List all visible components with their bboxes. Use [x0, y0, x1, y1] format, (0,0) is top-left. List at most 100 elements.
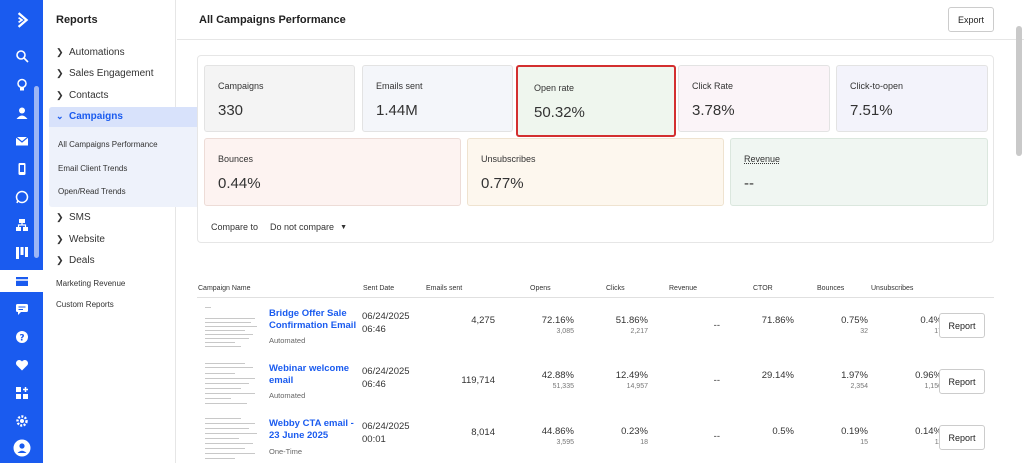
metric-card-click-to-open[interactable]: Click-to-open 7.51% — [836, 65, 988, 132]
email-thumbnail[interactable] — [203, 359, 261, 407]
reports-nav: Reports ❯ Automations ❯ Sales Engagement ❯… — [43, 0, 213, 463]
nav-item-marketing-revenue[interactable]: Marketing Revenue — [56, 279, 126, 288]
page-scrollbar[interactable] — [1016, 26, 1022, 156]
chevron-right-icon: ❯ — [56, 234, 64, 244]
automation-icon[interactable] — [0, 214, 43, 236]
chevron-right-icon: ❯ — [56, 47, 64, 57]
opens-rate: 44.86% — [541, 426, 574, 437]
clicks-count: 2,217 — [630, 328, 648, 335]
metric-card-unsubscribes[interactable]: Unsubscribes 0.77% — [467, 138, 724, 206]
campaign-name-link[interactable]: Bridge Offer Sale Confirmation Email — [269, 308, 357, 331]
metric-card-revenue[interactable]: Revenue -- — [730, 138, 988, 206]
col-header-clicks[interactable]: Clicks — [606, 285, 625, 292]
nav-item-sales-engagement[interactable]: ❯ Sales Engagement — [56, 68, 154, 79]
metric-card-bounces[interactable]: Bounces 0.44% — [204, 138, 461, 206]
metric-card-campaigns[interactable]: Campaigns 330 — [204, 65, 355, 132]
metric-label: Open rate — [534, 83, 575, 93]
col-header-revenue[interactable]: Revenue — [669, 285, 698, 292]
whatsapp-icon[interactable] — [0, 186, 43, 208]
nav-item-custom-reports[interactable]: Custom Reports — [56, 300, 114, 309]
campaign-name-link[interactable]: Webby CTA email - 23 June 2025 — [269, 418, 354, 441]
sent-date-time: 06:46 — [362, 324, 386, 335]
email-thumbnail[interactable] — [203, 414, 261, 462]
bounces-count: 32 — [860, 328, 868, 335]
sent-date: 06/24/2025 06:46 — [362, 365, 410, 391]
report-button[interactable]: Report — [939, 425, 985, 450]
opens-count: 3,085 — [556, 328, 574, 335]
nav-item-automations[interactable]: ❯ Automations — [56, 47, 125, 58]
metric-label: Unsubscribes — [481, 154, 536, 164]
col-header-opens[interactable]: Opens — [530, 285, 551, 292]
logo-arrow-icon[interactable] — [0, 5, 43, 35]
page-title: All Campaigns Performance — [199, 14, 346, 26]
apps-icon[interactable] — [0, 382, 43, 404]
col-header-campaign-name[interactable]: Campaign Name — [198, 285, 251, 292]
nav-sub-all-campaigns-performance[interactable]: All Campaigns Performance — [58, 140, 158, 149]
col-header-unsubscribes[interactable]: Unsubscribes — [871, 285, 914, 292]
sent-date-time: 00:01 — [362, 434, 386, 445]
unsubscribes-count: 1,150 — [924, 383, 942, 390]
nav-item-website[interactable]: ❯ Website — [56, 234, 105, 245]
rail-scrollbar[interactable] — [34, 86, 39, 258]
nav-item-contacts[interactable]: ❯ Contacts — [56, 90, 108, 101]
clicks-rate: 51.86% — [615, 315, 648, 326]
nav-sub-open-read-trends[interactable]: Open/Read Trends — [58, 187, 126, 196]
campaign-type: One-Time — [269, 447, 303, 456]
opens-rate: 72.16% — [541, 315, 574, 326]
help-icon[interactable]: ? — [0, 326, 43, 348]
metric-value: 0.77% — [481, 175, 524, 192]
chevron-down-icon: ⌄ — [56, 111, 64, 121]
nav-item-deals[interactable]: ❯ Deals — [56, 255, 95, 266]
search-icon[interactable] — [0, 45, 43, 67]
heart-icon[interactable] — [0, 354, 43, 376]
reports-icon[interactable] — [0, 270, 43, 292]
nav-item-label: Contacts — [69, 90, 109, 101]
report-button[interactable]: Report — [939, 369, 985, 394]
metric-value: 7.51% — [850, 102, 893, 119]
ctor-value: 29.14% — [761, 370, 794, 381]
metric-value: 0.44% — [218, 175, 261, 192]
metric-card-open-rate[interactable]: Open rate 50.32% — [516, 65, 676, 137]
metric-card-click-rate[interactable]: Click Rate 3.78% — [678, 65, 830, 132]
metric-label: Bounces — [218, 154, 254, 164]
report-button[interactable]: Report — [939, 313, 985, 338]
export-button[interactable]: Export — [948, 7, 994, 32]
pipeline-icon[interactable] — [0, 242, 43, 264]
email-thumbnail[interactable] — [203, 304, 261, 352]
emails-sent-value: 8,014 — [471, 427, 495, 438]
nav-item-label: Website — [69, 234, 105, 245]
campaign-name-link[interactable]: Webinar welcome email — [269, 363, 350, 386]
nav-item-campaigns[interactable]: ⌄ Campaigns — [56, 111, 123, 122]
metric-card-emails-sent[interactable]: Emails sent 1.44M — [362, 65, 513, 132]
revenue-value: -- — [713, 375, 720, 386]
chevron-right-icon: ❯ — [56, 90, 64, 100]
col-header-sent-date[interactable]: Sent Date — [363, 285, 395, 292]
revenue-value: -- — [713, 320, 720, 331]
col-header-ctor[interactable]: CTOR — [753, 285, 773, 292]
col-header-emails-sent[interactable]: Emails sent — [426, 285, 463, 292]
mobile-icon[interactable] — [0, 158, 43, 180]
chevron-right-icon: ❯ — [56, 255, 64, 265]
avatar-icon[interactable] — [0, 437, 43, 459]
conversations-icon[interactable] — [0, 298, 43, 320]
lightbulb-icon[interactable] — [0, 74, 43, 96]
metric-label: Emails sent — [376, 81, 423, 91]
campaigns-group-header — [49, 107, 213, 127]
bounces-rate: 0.19% — [841, 426, 868, 437]
unsubscribes-count: 11 — [892, 439, 942, 446]
col-header-bounces[interactable]: Bounces — [817, 285, 845, 292]
sent-date-day: 06/24/2025 — [362, 311, 410, 322]
metric-value: 3.78% — [692, 102, 735, 119]
emails-sent-value: 119,714 — [461, 375, 495, 386]
caret-down-icon: ▼ — [340, 223, 348, 231]
settings-icon[interactable] — [0, 410, 43, 432]
unsubscribes-rate: 0.4% — [920, 315, 942, 326]
email-icon[interactable] — [0, 130, 43, 152]
nav-item-sms[interactable]: ❯ SMS — [56, 212, 91, 223]
contacts-icon[interactable] — [0, 102, 43, 124]
sent-date-day: 06/24/2025 — [362, 421, 410, 432]
nav-sub-email-client-trends[interactable]: Email Client Trends — [58, 164, 128, 173]
compare-select[interactable]: Do not compare ▼ — [270, 222, 347, 232]
table-row: Webby CTA email - 23 June 2025 One-Time … — [197, 410, 994, 463]
table-header-divider — [197, 297, 994, 298]
